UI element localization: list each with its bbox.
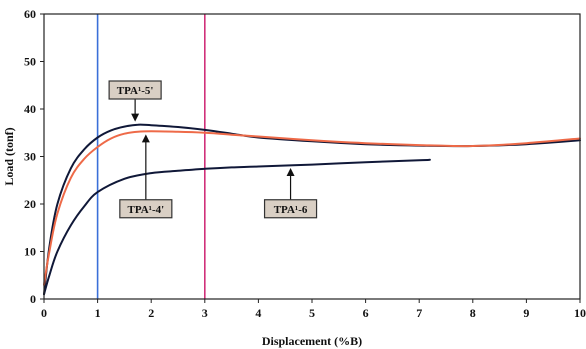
series-lines xyxy=(43,123,581,296)
plot-area-frame xyxy=(43,13,581,300)
x-tick-label: 3 xyxy=(202,306,208,320)
x-tick-label: 10 xyxy=(574,306,586,320)
series-line-tpa6 xyxy=(43,158,431,296)
callout-arrowhead-tpa6 xyxy=(286,168,295,177)
x-tick-label: 0 xyxy=(41,306,47,320)
callout-box-tpa4 xyxy=(119,199,173,219)
callout-label-tpa4: TPA¹-4' xyxy=(127,204,164,216)
reference-lines xyxy=(96,14,206,299)
callout-box-tpa6 xyxy=(263,199,318,219)
y-tick-label: 60 xyxy=(24,7,36,21)
y-tick-label: 50 xyxy=(24,55,36,69)
y-tick-label: 20 xyxy=(24,197,36,211)
x-tick-label: 6 xyxy=(363,306,369,320)
series-line-tpa4 xyxy=(43,130,581,286)
y-axis-title: Load (tonf) xyxy=(2,127,16,185)
callout-arrowhead-tpa5 xyxy=(131,113,140,122)
y-tick-label: 40 xyxy=(24,102,36,116)
series-callouts: TPA¹-5' TPA¹-4' TPA¹-6 xyxy=(108,80,318,219)
x-tick-label: 7 xyxy=(416,306,422,320)
x-tick-label: 9 xyxy=(523,306,529,320)
callout-label-tpa5: TPA¹-5' xyxy=(117,85,154,97)
y-tick-label: 10 xyxy=(24,245,36,259)
callout-arrowhead-tpa4 xyxy=(141,134,150,143)
y-tick-label: 0 xyxy=(30,292,36,306)
callout-box-tpa5 xyxy=(108,80,162,100)
x-tick-label: 1 xyxy=(95,306,101,320)
x-tick-label: 4 xyxy=(255,306,261,320)
axis-ticks: 0 1 2 3 4 5 6 7 8 9 10 0 10 20 30 40 50 60 xyxy=(24,7,586,320)
x-tick-label: 5 xyxy=(309,306,315,320)
x-tick-label: 8 xyxy=(470,306,476,320)
y-tick-label: 30 xyxy=(24,150,36,164)
callout-label-tpa6: TPA¹-6 xyxy=(274,204,308,216)
x-tick-label: 2 xyxy=(148,306,154,320)
x-axis-title: Displacement (%B) xyxy=(262,334,362,348)
